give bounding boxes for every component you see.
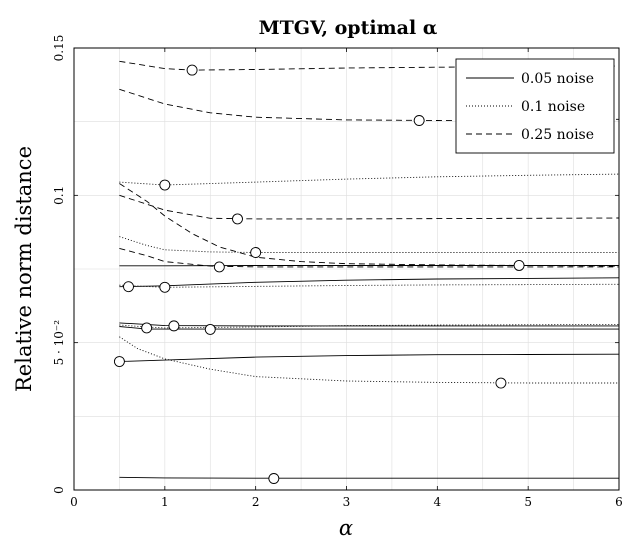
series-line-dotted-10 [119,236,619,253]
series-line-solid-2 [119,353,620,362]
optimum-marker-5 [123,281,134,293]
legend-label-dotted: 0.1 noise [521,99,585,115]
series-line-dashed-12 [119,247,619,268]
y-tick-label: 0.1 [52,186,66,205]
y-tick-label: 0 [52,486,66,494]
optimum-marker-2 [113,356,125,367]
x-tick-label: 6 [615,495,623,509]
legend: 0.05 noise 0.1 noise 0.25 noise [455,58,615,154]
series-line-solid-4 [119,322,619,327]
optimum-marker-16 [186,64,198,76]
y-tick-label: 0.15 [52,35,66,62]
y-tick-label: 5 · 10⁻² [52,320,66,366]
x-tick-label: 2 [252,495,260,509]
optimum-marker-12 [213,261,225,273]
optimum-marker-11 [159,179,171,191]
x-tick-label: 0 [70,495,78,509]
series-line-dotted-11 [119,173,620,186]
optimum-marker-8 [141,322,153,334]
x-tick-label: 1 [161,495,169,509]
x-tick-label: 3 [343,495,351,509]
optimum-marker-14 [232,213,243,225]
series-line-dashed-13 [119,183,620,267]
optimum-marker-9 [159,281,171,293]
legend-label-dashed: 0.25 noise [521,127,594,143]
y-axis-label: Relative norm distance [12,146,36,392]
optimum-marker-6 [513,260,525,271]
optimum-marker-15 [413,115,425,126]
series-line-dashed-14 [119,194,620,220]
optimum-marker-7 [495,377,507,389]
series-line-solid-1 [119,476,619,479]
series-line-dashed-15 [119,88,620,121]
x-tick-label: 4 [434,495,442,509]
optimum-marker-4 [168,320,180,332]
optimum-markers [113,64,525,484]
x-tick-label: 5 [524,495,532,509]
optimum-marker-3 [204,323,216,335]
legend-label-solid: 0.05 noise [521,71,594,87]
series-line-dotted-7 [119,336,619,384]
tick-layer: 0 1 2 3 4 5 6 0 5 · 10⁻² 0.1 0.15 [52,35,623,509]
optimum-marker-1 [268,473,280,484]
optimum-marker-10 [250,247,262,258]
chart-title: MTGV, optimal α [259,17,438,39]
x-axis-label: α [339,516,353,540]
legend-box [455,58,615,154]
